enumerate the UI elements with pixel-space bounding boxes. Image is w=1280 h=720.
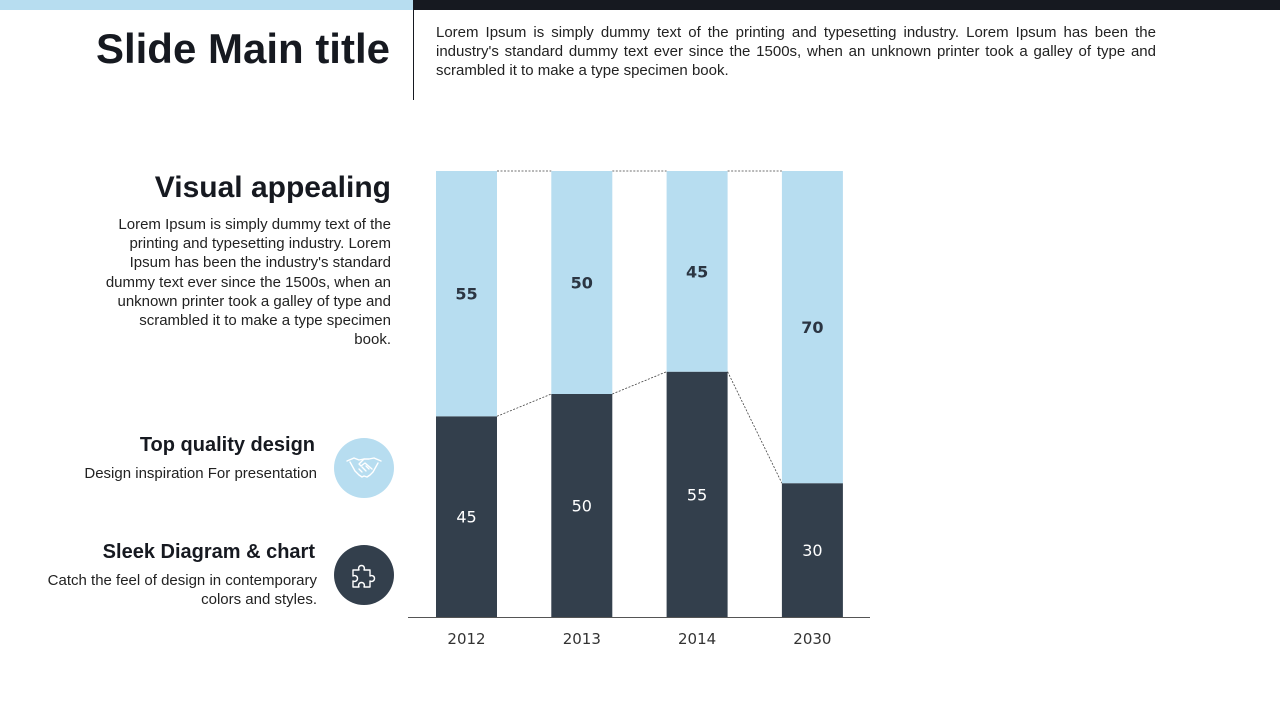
x-tick-label: 2014 bbox=[678, 630, 716, 648]
header-description: Lorem Ipsum is simply dummy text of the … bbox=[436, 24, 1156, 79]
data-label-upper: 55 bbox=[455, 285, 477, 304]
x-tick-label: 2013 bbox=[563, 630, 601, 648]
feature-icon-circle-light bbox=[334, 438, 394, 498]
top-accent-bar-light bbox=[0, 0, 413, 10]
connector-line-mid bbox=[496, 393, 552, 417]
data-label-upper: 50 bbox=[571, 274, 593, 293]
x-tick-label: 2012 bbox=[447, 630, 485, 648]
bar-upper-2030 bbox=[781, 171, 843, 484]
top-accent-bar-dark bbox=[413, 0, 1280, 10]
data-label-upper: 70 bbox=[801, 318, 823, 337]
x-tick-label: 2030 bbox=[793, 630, 831, 648]
feature-title-top-quality: Top quality design bbox=[139, 434, 315, 456]
bar-lower-2030 bbox=[781, 483, 843, 617]
connector-line-mid bbox=[612, 371, 667, 395]
bar-upper-2014 bbox=[666, 171, 728, 372]
data-label-upper: 45 bbox=[686, 262, 708, 281]
puzzle-icon bbox=[352, 564, 376, 588]
bar-upper-2013 bbox=[551, 171, 613, 394]
bar-upper-2012 bbox=[436, 171, 497, 417]
header-divider bbox=[413, 10, 414, 100]
feature-desc-sleek-diagram: Catch the feel of design in contemporary… bbox=[47, 572, 317, 608]
data-label-lower: 45 bbox=[456, 508, 476, 527]
section-title: Visual appealing bbox=[154, 171, 391, 204]
data-label-lower: 55 bbox=[687, 485, 707, 504]
feature-icon-circle-dark bbox=[334, 545, 394, 605]
data-label-lower: 30 bbox=[802, 541, 822, 560]
feature-title-sleek-diagram: Sleek Diagram & chart bbox=[102, 541, 315, 563]
stacked-bar-chart: 55 45 2012 50 50 2013 45 55 2014 70 30 2030 bbox=[408, 170, 870, 648]
handshake-icon bbox=[346, 457, 382, 478]
bar-lower-2013 bbox=[551, 394, 613, 617]
slide-title: Slide Main title bbox=[95, 25, 390, 72]
feature-desc-top-quality: Design inspiration For presentation bbox=[84, 465, 317, 482]
bar-lower-2014 bbox=[666, 371, 728, 617]
section-description: Lorem Ipsum is simply dummy text of the … bbox=[105, 216, 391, 349]
bar-lower-2012 bbox=[436, 416, 497, 617]
connector-line-mid bbox=[727, 371, 783, 484]
data-label-lower: 50 bbox=[572, 497, 592, 516]
